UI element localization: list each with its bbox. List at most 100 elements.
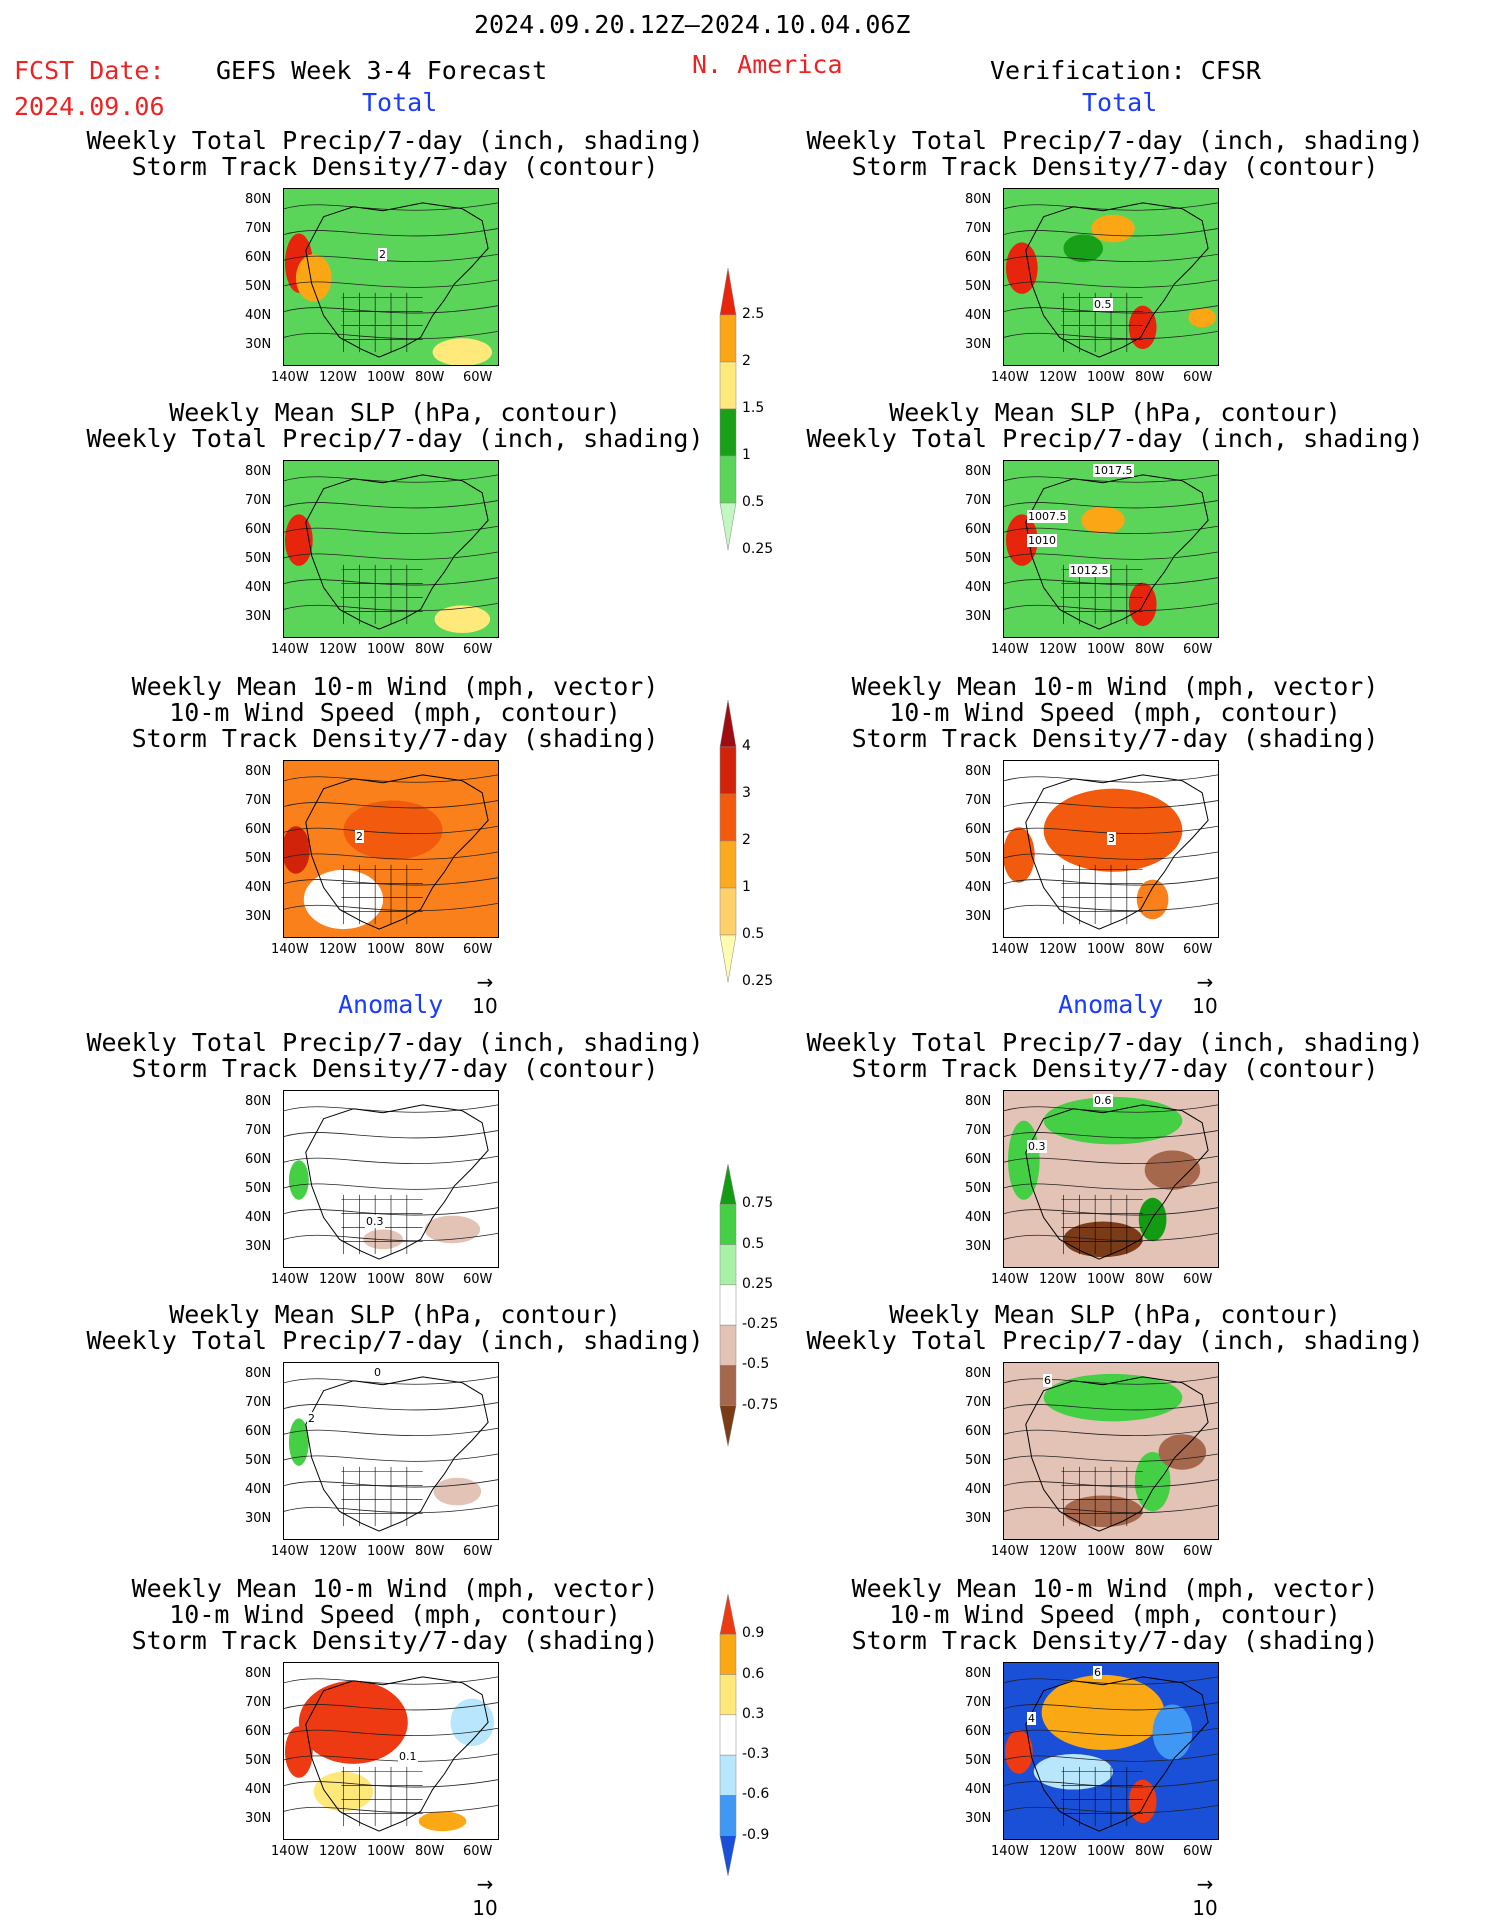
lon-tick-fcst-total-slp: 100W [367, 642, 405, 657]
colorbar-label-precip_anom: -0.5 [742, 1356, 770, 1373]
contour-label-obs-total-wind: 3 [1107, 832, 1116, 845]
colorbar-label-storm_anom: 0.6 [742, 1665, 765, 1682]
colorbar-label-precip_anom: 0.75 [742, 1195, 774, 1212]
lat-tick-fcst-anom-slp: 40N [245, 1482, 272, 1497]
lon-tick-fcst-anom-wind: 80W [415, 1844, 445, 1859]
contour-label-obs-anom-wind-1: 4 [1027, 1712, 1036, 1725]
lon-tick-obs-anom-slp: 100W [1087, 1544, 1125, 1559]
map-fcst-anom-precip [283, 1090, 499, 1268]
colorbar-precip_anom [719, 1164, 737, 1447]
lat-tick-fcst-total-wind: 40N [245, 880, 272, 895]
lon-tick-obs-total-wind: 120W [1039, 942, 1077, 957]
colorbar-label-storm_anom: -0.3 [742, 1746, 770, 1763]
lat-tick-fcst-total-wind: 70N [245, 793, 272, 808]
fcst-date-label: FCST Date: [14, 56, 165, 85]
lat-tick-fcst-anom-precip: 70N [245, 1123, 272, 1138]
lon-tick-fcst-anom-slp: 140W [271, 1544, 309, 1559]
lon-tick-obs-total-wind: 100W [1087, 942, 1125, 957]
lon-tick-fcst-anom-wind: 120W [319, 1844, 357, 1859]
title-fcst-anom-precip: Weekly Total Precip/7-day (inch, shading… [86, 1028, 704, 1083]
colorbar-label-precip_anom: 0.25 [742, 1275, 774, 1292]
contour-label-obs-total-slp-2: 1010 [1027, 534, 1057, 547]
lon-tick-obs-anom-precip: 140W [991, 1272, 1029, 1287]
lon-tick-fcst-total-precip: 140W [271, 370, 309, 385]
lon-tick-obs-total-precip: 60W [1183, 370, 1213, 385]
contour-label-fcst-anom-wind: 0.1 [398, 1750, 418, 1763]
lat-tick-fcst-anom-wind: 80N [245, 1666, 272, 1681]
contour-label-obs-anom-wind-0: 6 [1093, 1666, 1102, 1679]
vector-ref-fcst-anom: → 10 [472, 1872, 498, 1920]
lat-tick-obs-anom-wind: 80N [965, 1666, 992, 1681]
lon-tick-fcst-anom-wind: 100W [367, 1844, 405, 1859]
lat-tick-fcst-total-slp: 70N [245, 493, 272, 508]
lat-tick-obs-anom-wind: 60N [965, 1724, 992, 1739]
contour-label-fcst-anom-slp-0: 0 [373, 1366, 382, 1379]
lat-tick-obs-total-slp: 80N [965, 464, 992, 479]
contour-label-obs-total-slp-3: 1012.5 [1069, 564, 1110, 577]
lat-tick-obs-anom-slp: 60N [965, 1424, 992, 1439]
contour-label-obs-total-slp-0: 1017.5 [1093, 464, 1134, 477]
fcst-date-value: 2024.09.06 [14, 92, 165, 121]
lat-tick-fcst-anom-slp: 70N [245, 1395, 272, 1410]
lat-tick-obs-total-precip: 50N [965, 279, 992, 294]
colorbar-label-storm_anom: -0.6 [742, 1786, 770, 1803]
contour-label-fcst-total-precip: 2 [378, 248, 387, 261]
lat-tick-obs-total-precip: 30N [965, 337, 992, 352]
lat-tick-obs-total-slp: 70N [965, 493, 992, 508]
lat-tick-obs-total-slp: 50N [965, 551, 992, 566]
lat-tick-obs-anom-wind: 30N [965, 1811, 992, 1826]
period-title: 2024.09.20.12Z–2024.10.04.06Z [474, 10, 911, 39]
lon-tick-obs-anom-wind: 100W [1087, 1844, 1125, 1859]
lat-tick-fcst-total-slp: 60N [245, 522, 272, 537]
contour-label-obs-anom-precip-0: 0.6 [1093, 1094, 1113, 1107]
lat-tick-obs-total-precip: 80N [965, 192, 992, 207]
colorbar-label-storm_total: 4 [742, 738, 751, 754]
lon-tick-obs-anom-wind: 140W [991, 1844, 1029, 1859]
lat-tick-obs-anom-precip: 70N [965, 1123, 992, 1138]
lon-tick-fcst-total-precip: 60W [463, 370, 493, 385]
contour-label-obs-total-slp-1: 1007.5 [1027, 510, 1068, 523]
map-fcst-total-slp [283, 460, 499, 638]
lon-tick-obs-anom-precip: 100W [1087, 1272, 1125, 1287]
title-obs-anom-slp: Weekly Mean SLP (hPa, contour) Weekly Tot… [806, 1300, 1424, 1355]
lat-tick-fcst-total-slp: 50N [245, 551, 272, 566]
lat-tick-obs-total-precip: 70N [965, 221, 992, 236]
lat-tick-obs-total-slp: 40N [965, 580, 992, 595]
lon-tick-fcst-anom-wind: 60W [463, 1844, 493, 1859]
lat-tick-fcst-anom-wind: 30N [245, 1811, 272, 1826]
lat-tick-fcst-total-precip: 60N [245, 250, 272, 265]
lat-tick-obs-anom-precip: 40N [965, 1210, 992, 1225]
lon-tick-obs-total-precip: 80W [1135, 370, 1165, 385]
lat-tick-obs-total-slp: 60N [965, 522, 992, 537]
colorbar-label-precip_total: 1.5 [742, 400, 765, 416]
lat-tick-fcst-total-precip: 40N [245, 308, 272, 323]
lon-tick-obs-total-precip: 100W [1087, 370, 1125, 385]
map-obs-total-slp [1003, 460, 1219, 638]
lon-tick-obs-total-wind: 80W [1135, 942, 1165, 957]
lon-tick-obs-total-wind: 140W [991, 942, 1029, 957]
colorbar-label-precip_total: 1 [742, 447, 751, 463]
colorbar-label-precip_total: 2.5 [742, 306, 765, 322]
lat-tick-fcst-total-slp: 30N [245, 609, 272, 624]
lat-tick-fcst-anom-slp: 50N [245, 1453, 272, 1468]
lon-tick-obs-total-slp: 60W [1183, 642, 1213, 657]
colorbar-precip_total [719, 268, 737, 551]
lon-tick-fcst-anom-precip: 100W [367, 1272, 405, 1287]
colorbar-storm_anom [719, 1594, 737, 1877]
lat-tick-obs-total-wind: 80N [965, 764, 992, 779]
lon-tick-fcst-total-wind: 120W [319, 942, 357, 957]
section-anomaly-left: Anomaly [338, 990, 444, 1019]
colorbar-label-precip_total: 0.5 [742, 494, 765, 510]
title-fcst-anom-slp: Weekly Mean SLP (hPa, contour) Weekly Tot… [86, 1300, 704, 1355]
lon-tick-fcst-anom-slp: 80W [415, 1544, 445, 1559]
lon-tick-fcst-anom-precip: 60W [463, 1272, 493, 1287]
title-obs-anom-wind: Weekly Mean 10-m Wind (mph, vector) 10-m … [851, 1574, 1379, 1655]
lon-tick-obs-total-precip: 120W [1039, 370, 1077, 385]
lat-tick-fcst-total-wind: 80N [245, 764, 272, 779]
lon-tick-obs-total-wind: 60W [1183, 942, 1213, 957]
lon-tick-obs-anom-wind: 60W [1183, 1844, 1213, 1859]
lat-tick-fcst-anom-wind: 50N [245, 1753, 272, 1768]
colorbar-label-storm_anom: 0.9 [742, 1625, 765, 1642]
lat-tick-fcst-total-wind: 50N [245, 851, 272, 866]
colorbar-label-storm_total: 1 [742, 879, 751, 895]
